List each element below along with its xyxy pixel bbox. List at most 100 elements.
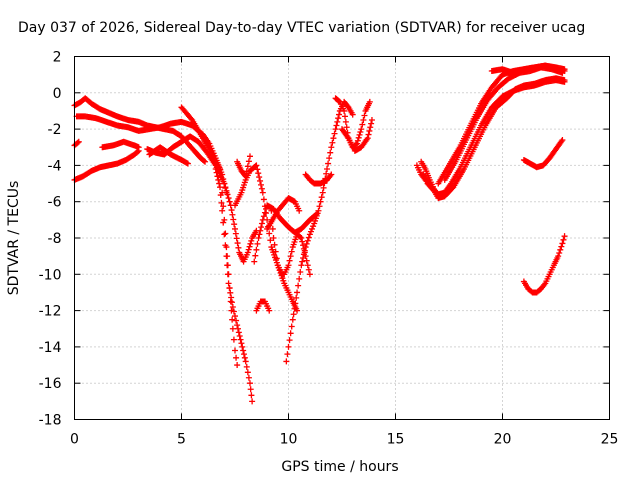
data-point — [273, 255, 280, 262]
data-point — [184, 160, 191, 167]
data-point — [245, 158, 252, 165]
data-point — [253, 246, 260, 253]
data-point — [244, 163, 251, 170]
data-point — [304, 237, 311, 244]
y-tick-label: -2 — [48, 122, 62, 138]
data-points — [71, 62, 568, 405]
data-point — [255, 170, 262, 177]
data-point — [254, 240, 261, 247]
data-point — [268, 207, 275, 214]
data-point — [219, 207, 226, 214]
data-point — [213, 169, 220, 176]
data-point — [306, 231, 313, 238]
data-point — [326, 155, 333, 162]
series-track-y — [413, 162, 433, 187]
data-point — [301, 247, 308, 254]
series-track-l — [234, 153, 253, 180]
data-point — [74, 139, 81, 146]
x-tick-label: 0 — [70, 432, 79, 448]
data-point — [283, 358, 290, 365]
series-track-n — [253, 298, 273, 314]
data-point — [233, 235, 240, 242]
data-point — [368, 117, 375, 124]
data-point — [359, 121, 366, 128]
data-point — [336, 111, 343, 118]
data-point — [266, 307, 273, 314]
data-point — [366, 98, 373, 105]
data-point — [224, 253, 231, 260]
data-point — [217, 184, 224, 191]
plot-frame — [74, 56, 610, 420]
data-point — [292, 300, 299, 307]
data-point — [225, 271, 232, 278]
data-point — [290, 311, 297, 318]
data-point — [135, 144, 142, 151]
data-point — [233, 317, 240, 324]
data-point — [334, 118, 341, 125]
series-track-r — [302, 171, 335, 187]
data-point — [289, 316, 296, 323]
data-point — [426, 180, 433, 187]
x-axis-label: GPS time / hours — [281, 459, 398, 475]
y-tick-label: -6 — [48, 195, 62, 211]
data-point — [222, 230, 229, 237]
data-point — [332, 126, 339, 133]
data-point — [269, 225, 276, 232]
data-point — [245, 374, 252, 381]
data-point — [253, 162, 260, 169]
data-point — [331, 130, 338, 137]
data-point — [246, 380, 253, 387]
data-point — [559, 240, 566, 247]
data-point — [367, 124, 374, 131]
series-track-p — [268, 207, 313, 278]
data-point — [560, 236, 567, 243]
chart-title: Day 037 of 2026, Sidereal Day-to-day VTE… — [18, 20, 585, 36]
data-point — [329, 139, 336, 146]
data-point — [229, 211, 236, 218]
data-point — [342, 118, 349, 125]
y-tick-label: 0 — [53, 86, 62, 102]
data-point — [222, 184, 229, 191]
y-tick-label: -4 — [48, 158, 62, 174]
data-point — [248, 237, 255, 244]
data-point — [239, 343, 246, 350]
data-point — [368, 120, 375, 127]
data-point — [286, 337, 293, 344]
data-point — [284, 351, 291, 358]
data-point — [358, 126, 365, 133]
grid-lines — [74, 56, 610, 420]
data-point — [319, 189, 326, 196]
data-point — [242, 358, 249, 365]
y-tick-label: -10 — [39, 267, 62, 283]
data-point — [316, 203, 323, 210]
y-tick-label: -18 — [39, 413, 62, 429]
data-point — [315, 207, 322, 214]
data-point — [271, 241, 278, 248]
data-point — [357, 129, 364, 136]
data-point — [240, 347, 247, 354]
data-point — [235, 244, 242, 251]
data-point — [258, 220, 265, 227]
data-point — [246, 243, 253, 250]
data-point — [266, 230, 273, 237]
data-point — [293, 294, 300, 301]
data-point — [223, 187, 230, 194]
data-point — [361, 112, 368, 119]
data-point — [221, 231, 228, 238]
data-point — [231, 221, 238, 228]
data-point — [219, 189, 226, 196]
series-track-k — [232, 162, 301, 314]
data-point — [561, 233, 568, 240]
y-tick-label: -14 — [39, 340, 62, 356]
data-point — [306, 271, 313, 278]
data-point — [555, 253, 562, 260]
data-point — [310, 223, 317, 230]
data-point — [307, 228, 314, 235]
data-point — [557, 246, 564, 253]
data-point — [215, 176, 222, 183]
data-point — [261, 209, 268, 216]
data-point — [232, 225, 238, 232]
data-point — [224, 191, 231, 198]
data-point — [297, 269, 304, 276]
data-point — [225, 195, 232, 202]
